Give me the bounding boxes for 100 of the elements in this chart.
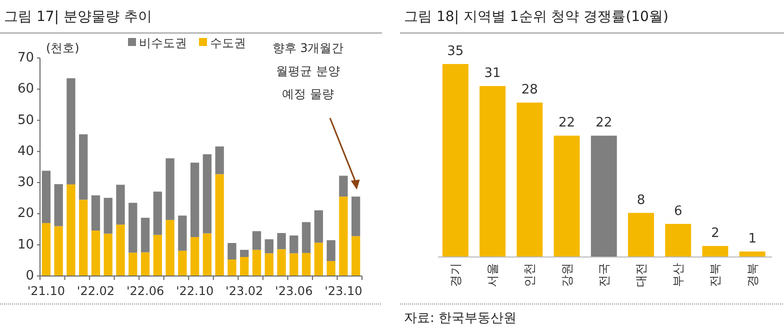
y-axis-title: (천호) (46, 41, 80, 55)
bar (326, 261, 336, 276)
data-label: 35 (447, 44, 464, 59)
y-tick-label: 40 (17, 144, 34, 159)
bar (202, 154, 212, 234)
bar (116, 184, 125, 225)
bar (554, 136, 580, 257)
text: 자료: 한국부동산원 (404, 311, 517, 326)
data-label: 22 (558, 116, 576, 131)
y-tick-label: 60 (17, 82, 34, 97)
bar (228, 259, 236, 276)
y-tick-label: 0 (26, 268, 34, 284)
bar (628, 212, 654, 257)
bar (178, 250, 187, 276)
legend-label: 수도권 (210, 36, 246, 50)
y-tick-label: 50 (17, 112, 34, 128)
bar (702, 246, 728, 257)
bar (215, 146, 224, 174)
bar (166, 158, 174, 220)
data-label: 22 (596, 116, 612, 131)
bar (264, 239, 274, 254)
bar (128, 202, 138, 253)
x-tick-label: 경기 (448, 263, 462, 287)
bar (91, 230, 100, 276)
x-tick-label: 경북 (745, 263, 760, 287)
bar (91, 195, 100, 231)
y-tick-label: 70 (17, 50, 34, 66)
bar (739, 251, 766, 257)
x-tick-label: '23.10 (324, 284, 362, 298)
data-label: 8 (636, 192, 646, 208)
bar (42, 223, 51, 276)
bar (42, 170, 51, 224)
bar (104, 198, 112, 234)
bar (153, 234, 162, 276)
bar (252, 231, 262, 250)
x-tick-label: '23.02 (226, 284, 264, 298)
bar (228, 242, 236, 260)
bar (314, 242, 323, 276)
bar (104, 234, 112, 276)
x-tick-label: '23.06 (275, 284, 313, 298)
bar (302, 252, 311, 276)
x-tick-label: '21.10 (27, 284, 66, 298)
bar (116, 224, 125, 276)
bar (480, 86, 506, 257)
bar (240, 250, 249, 258)
y-tick-label: 10 (17, 237, 34, 252)
chart-title: 그림 18| 지역별 1순위 청약 경쟁률(10월) (404, 9, 668, 25)
bar (190, 237, 200, 276)
bar (79, 134, 88, 200)
bar (326, 240, 336, 262)
bar (339, 176, 348, 197)
bar (66, 184, 76, 276)
bar (54, 184, 63, 226)
bar (277, 249, 286, 276)
x-tick-label: '22.06 (126, 284, 164, 298)
bar (264, 253, 274, 276)
data-label: 1 (748, 231, 756, 246)
x-tick-label: 전북 (708, 263, 722, 287)
x-tick-label: 부산 (671, 263, 686, 287)
x-tick-label: 강원 (560, 263, 574, 287)
data-label: 2 (711, 226, 720, 241)
bar (190, 162, 200, 238)
chart-title: 그림 17| 분양물량 추이 (4, 9, 152, 25)
bar (215, 174, 224, 276)
bar (314, 210, 323, 243)
bar (590, 136, 617, 257)
bar (351, 236, 360, 276)
bar (79, 200, 88, 276)
bar (54, 226, 63, 276)
x-tick-label: '22.02 (76, 284, 115, 298)
bar (240, 257, 249, 276)
bar (302, 222, 311, 253)
bar (166, 220, 174, 276)
bar (128, 252, 138, 276)
y-tick-label: 30 (17, 175, 34, 190)
bar (277, 233, 286, 250)
x-tick-label: '22.10 (176, 284, 214, 298)
bar (665, 224, 692, 257)
data-label: 28 (521, 82, 538, 98)
bar (140, 218, 150, 252)
bar (516, 102, 543, 257)
bar (339, 196, 348, 276)
data-label: 6 (674, 204, 682, 219)
x-tick-label: 전국 (596, 263, 611, 287)
x-tick-label: 인천 (522, 263, 537, 287)
bar (290, 253, 298, 276)
bar (351, 196, 360, 236)
legend-label: 비수도권 (139, 36, 187, 50)
bar (290, 236, 298, 254)
bar (66, 78, 76, 184)
bar (252, 250, 262, 276)
x-tick-label: 서울 (486, 263, 500, 287)
bar (153, 192, 162, 235)
y-tick-label: 20 (17, 206, 34, 222)
bar (140, 252, 150, 276)
bar (202, 233, 212, 276)
annotation: 향후 3개월간 월평균 분양 예정 물량 (272, 41, 344, 101)
bar (442, 64, 468, 257)
bar (178, 216, 187, 251)
x-tick-label: 대전 (634, 263, 648, 287)
